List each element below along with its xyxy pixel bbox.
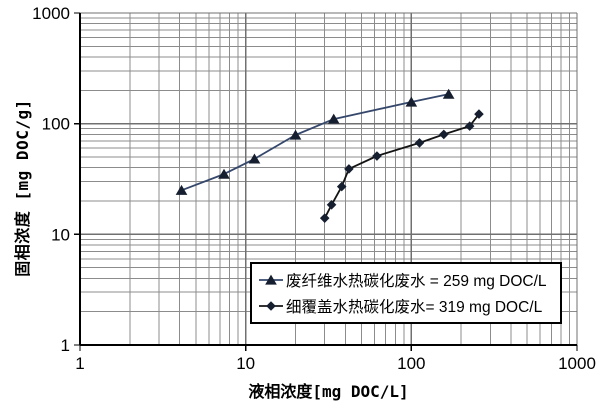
y-axis-title: 固相浓度 [mg DOC/g] bbox=[13, 99, 32, 277]
legend-label-fine-cover: 细覆盖水热碳化废水= 319 mg DOC/L bbox=[286, 299, 543, 317]
x-tick-labels: 1 10 100 1000 bbox=[75, 354, 596, 373]
svg-text:100: 100 bbox=[42, 115, 70, 134]
y-tick-labels: 1 10 100 1000 bbox=[32, 4, 70, 355]
svg-text:1000: 1000 bbox=[558, 354, 596, 373]
svg-text:10: 10 bbox=[51, 225, 70, 244]
diamond-series-key-icon bbox=[259, 301, 283, 312]
legend-entry-waste-fiber: 废纤维水热碳化废水 = 259 mg DOC/L bbox=[258, 269, 560, 291]
legend-entry-fine-cover: 细覆盖水热碳化废水= 319 mg DOC/L bbox=[258, 295, 560, 317]
legend-label-waste-fiber: 废纤维水热碳化废水 = 259 mg DOC/L bbox=[286, 272, 547, 290]
svg-text:10: 10 bbox=[236, 354, 255, 373]
svg-text:1: 1 bbox=[75, 354, 84, 373]
legend: 废纤维水热碳化废水 = 259 mg DOC/L 细覆盖水热碳化废水= 319 … bbox=[250, 262, 562, 324]
major-gridlines bbox=[80, 12, 578, 345]
triangle-series-key-icon bbox=[259, 274, 283, 285]
x-axis-title: 液相浓度[mg DOC/L] bbox=[248, 382, 409, 401]
svg-text:1000: 1000 bbox=[32, 4, 70, 23]
series-triangle bbox=[175, 88, 455, 195]
axes bbox=[74, 12, 578, 351]
svg-text:1: 1 bbox=[61, 336, 70, 355]
svg-text:100: 100 bbox=[397, 354, 425, 373]
series-diamond bbox=[319, 109, 484, 223]
